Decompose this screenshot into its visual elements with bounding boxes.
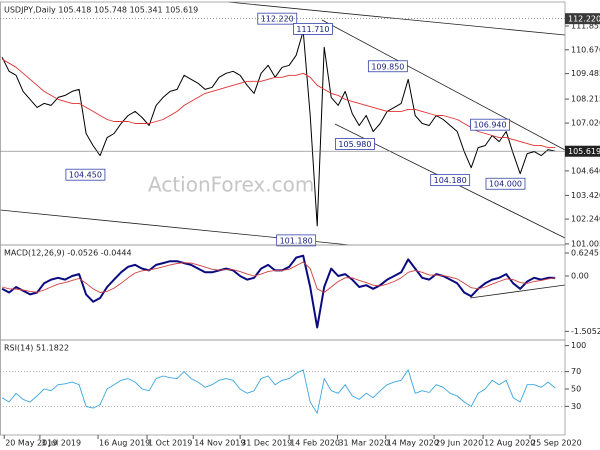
y-tick-label: 109.485 [571, 69, 600, 78]
x-tick-label: 12 Aug 2020 [484, 439, 535, 448]
y-tick-label: 0.00 [571, 271, 589, 280]
annotation-label: 112.220 [261, 15, 294, 24]
series-line [1, 58, 556, 149]
panel-title: RSI(14) 51.1822 [4, 344, 69, 353]
x-tick-label: 16 Aug 2019 [99, 439, 150, 448]
y-tick-label: 100 [571, 341, 586, 350]
y-tick-label: 104.640 [571, 166, 600, 175]
y-tick-label: 0.6245 [571, 248, 599, 257]
annotation-label: 104.180 [434, 176, 467, 185]
annotation-box [367, 60, 408, 73]
series-line [1, 369, 556, 414]
annotation-box [470, 118, 510, 131]
annotation-label: 104.450 [69, 171, 102, 180]
annotation-label: 104.000 [489, 180, 522, 189]
price-box [565, 13, 600, 25]
annotation-box [335, 138, 375, 150]
y-tick-label: -1.5052 [571, 327, 600, 336]
y-tick-label: 107.020 [571, 119, 600, 128]
y-tick-label: 110.670 [571, 45, 600, 54]
x-tick-label: 29 Jun 2020 [435, 439, 483, 448]
y-tick-label: 108.215 [571, 95, 600, 104]
y-tick-label: 103.420 [571, 191, 600, 200]
current-price-box [565, 145, 600, 157]
x-tick-label: 31 Mar 2020 [338, 439, 389, 448]
annotation-label: 105.980 [338, 140, 371, 149]
y-tick-label: 101.005 [571, 239, 600, 248]
x-tick-label: 25 Sep 2020 [531, 439, 582, 448]
series-line [1, 30, 556, 227]
x-tick-label: 1 Oct 2019 [148, 439, 192, 448]
title-bg [2, 342, 75, 353]
x-tick-label: 31 Dec 2019 [241, 439, 292, 448]
current-price-label: 105.619 [568, 147, 600, 156]
trendline [321, 19, 566, 151]
annotation-box [276, 234, 317, 247]
price-box-label: 112.220 [568, 15, 600, 24]
x-tick-label: 14 Feb 2020 [290, 439, 340, 448]
trendline [469, 284, 566, 299]
panel-title: USDJPY,Daily 105.418 105.748 105.341 105… [4, 6, 198, 15]
annotation-label: 109.850 [371, 62, 404, 71]
x-tick-label: 14 Nov 2019 [194, 439, 245, 448]
y-tick-label: 70 [571, 367, 581, 376]
x-tick-label: 14 May 2020 [387, 439, 439, 448]
y-tick-label: 30 [571, 402, 581, 411]
annotation-box [257, 12, 298, 25]
title-bg [2, 247, 140, 258]
annotation-label: 106.940 [474, 121, 507, 130]
panel-title: MACD(12,26,9) -0.0526 -0.0444 [4, 249, 132, 258]
annotation-box [485, 177, 526, 190]
y-tick-label: 102.240 [571, 215, 600, 224]
annotation-box [65, 168, 106, 181]
annotation-label: 101.180 [280, 236, 313, 245]
x-tick-label: 3 Jul 2019 [41, 439, 81, 448]
panel-frame [0, 339, 566, 436]
x-tick-label: 20 May 2019 [5, 439, 57, 448]
annotation-label: 111.710 [296, 25, 329, 34]
y-tick-label: 111.855 [571, 21, 600, 30]
watermark: ActionForex.com [148, 173, 314, 197]
series-line [1, 261, 556, 293]
y-tick-label: 50 [571, 385, 581, 394]
annotation-box [293, 22, 333, 35]
title-bg [2, 4, 209, 15]
annotation-box [430, 174, 471, 187]
